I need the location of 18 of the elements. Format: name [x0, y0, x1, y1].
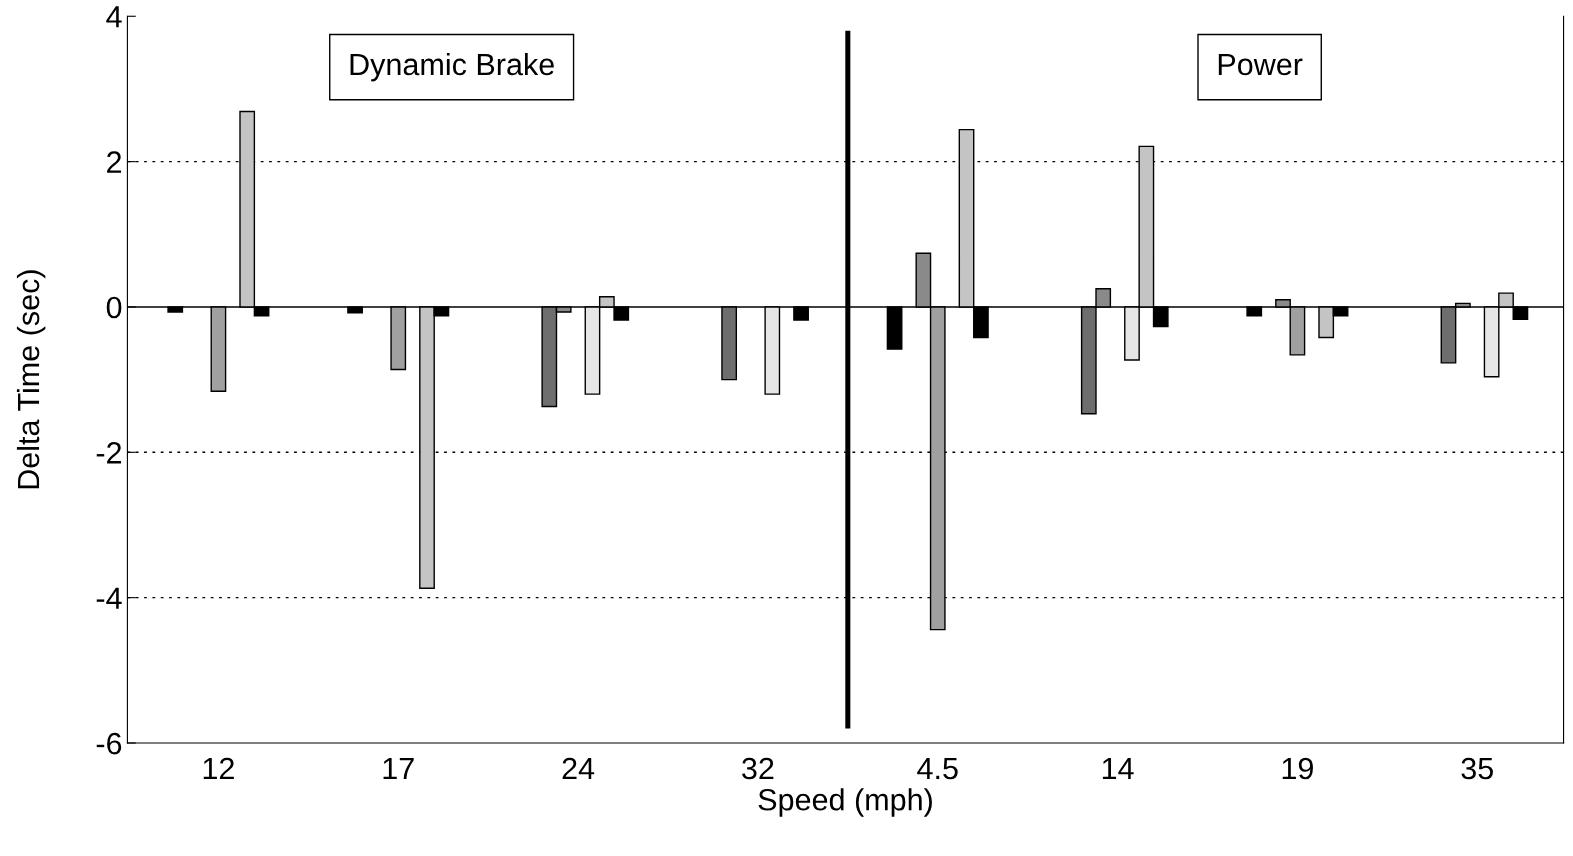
x-tick-label: 12: [203, 757, 234, 780]
x-tick-label: 35: [1461, 757, 1493, 780]
x-tick-label: 17: [383, 758, 414, 780]
annotation: Power: [1218, 54, 1303, 76]
y-tick-label: 4: [106, 6, 122, 28]
y-tick-label: -6: [96, 732, 122, 755]
y-axis-title: Delta Time (sec): [16, 270, 46, 489]
x-tick-label: 19: [1282, 757, 1313, 780]
y-tick-label: 2: [107, 151, 122, 173]
x-tick-label: 32: [742, 757, 774, 780]
x-tick-label: 14: [1102, 758, 1134, 780]
annotation: Dynamic Brake: [350, 52, 554, 82]
x-axis-title: Speed (mph): [758, 788, 932, 817]
y-tick-label: 0: [106, 296, 122, 319]
x-tick-label: 4.5: [917, 758, 958, 780]
x-tick-label: 24: [562, 757, 595, 780]
y-tick-label: -4: [96, 587, 122, 609]
y-tick-label: -2: [96, 442, 122, 464]
